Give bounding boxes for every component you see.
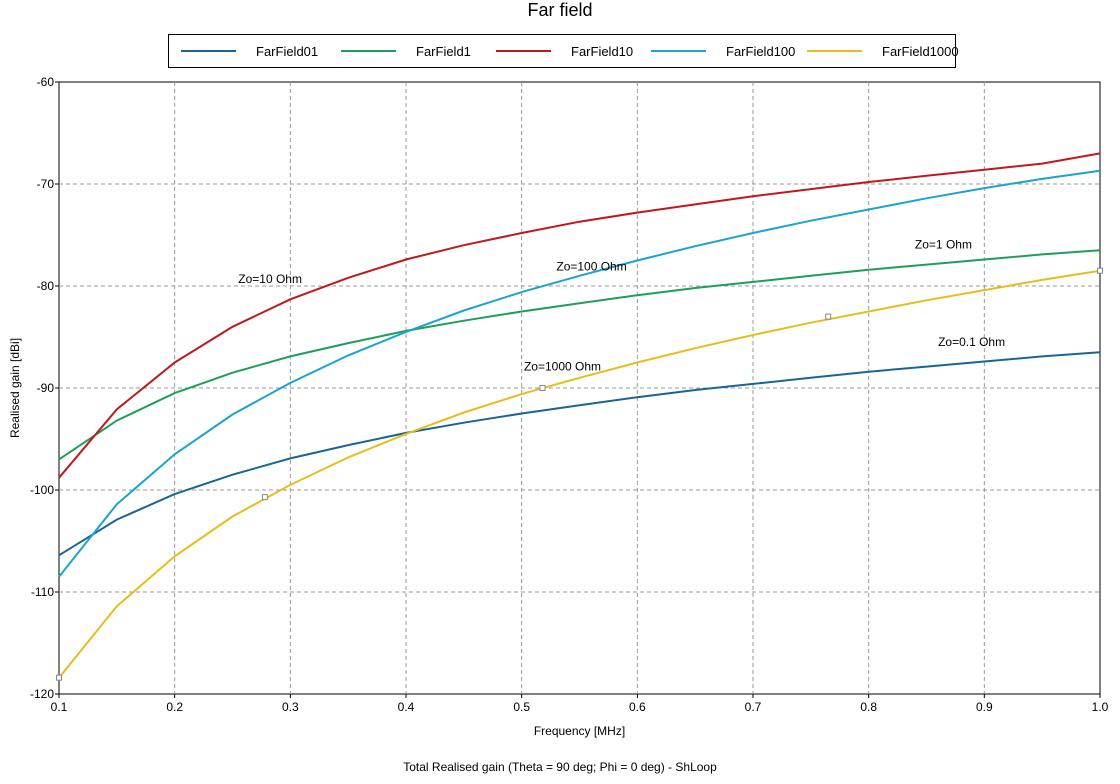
chart-footer-note: Total Realised gain (Theta = 90 deg; Phi… — [403, 760, 717, 774]
y-tick-label: -120 — [30, 687, 54, 701]
data-marker — [825, 313, 832, 320]
y-tick-label: -110 — [31, 585, 54, 599]
legend-item-farfield1000: FarField1000 — [807, 35, 959, 67]
curve-annotation: Zo=1000 Ohm — [524, 360, 601, 374]
legend-swatch — [496, 50, 551, 52]
data-marker — [56, 674, 62, 681]
y-tick-label: -90 — [37, 381, 55, 395]
legend-item-farfield10: FarField10 — [496, 35, 633, 67]
legend-item-farfield100: FarField100 — [651, 35, 795, 67]
curve-annotation: Zo=0.1 Ohm — [938, 335, 1005, 349]
y-tick-label: -80 — [37, 279, 55, 293]
legend-swatch — [651, 50, 706, 52]
legend-item-farfield1: FarField1 — [341, 35, 471, 67]
data-marker — [1097, 267, 1103, 274]
legend-swatch — [341, 50, 396, 52]
x-tick-label: 0.4 — [398, 700, 415, 714]
data-marker — [261, 494, 268, 501]
legend-label: FarField1000 — [882, 43, 959, 59]
legend-label: FarField100 — [726, 43, 796, 59]
curve-annotation: Zo=100 Ohm — [556, 260, 626, 274]
x-tick-label: 0.8 — [860, 700, 877, 714]
data-marker — [539, 385, 546, 391]
legend-swatch — [807, 50, 862, 52]
x-tick-label: 0.7 — [745, 700, 762, 714]
curve-annotation: Zo=10 Ohm — [238, 272, 302, 286]
y-axis-label: Realised gain [dBi] — [8, 338, 22, 438]
x-tick-label: 0.6 — [629, 700, 646, 714]
chart-title: Far field — [527, 0, 593, 20]
y-tick-label: -60 — [37, 75, 55, 89]
series-line-farfield01 — [58, 351, 1101, 557]
legend-label: FarField01 — [256, 43, 319, 59]
x-tick-label: 0.3 — [282, 700, 299, 714]
x-axis-label: Frequency [MHz] — [534, 724, 625, 738]
x-tick-label: 0.1 — [51, 700, 68, 714]
x-tick-label: 0.2 — [166, 700, 183, 714]
x-tick-label: 0.9 — [976, 700, 993, 714]
x-tick-label: 1.0 — [1092, 700, 1109, 714]
series-line-farfield10 — [58, 152, 1101, 479]
legend-swatch — [181, 50, 236, 52]
series-line-farfield1 — [58, 249, 1101, 461]
series-line-farfield100 — [58, 169, 1101, 578]
y-tick-label: -100 — [30, 483, 54, 497]
legend: FarField01 FarField1 FarField10 FarField… — [168, 34, 959, 68]
x-tick-label: 0.5 — [513, 700, 530, 714]
y-tick-label: -70 — [37, 177, 55, 191]
legend-item-farfield01: FarField01 — [181, 35, 318, 67]
legend-label: FarField1 — [416, 43, 471, 59]
series-line-farfield1000 — [58, 269, 1101, 679]
curve-annotation: Zo=1 Ohm — [915, 237, 972, 251]
legend-label: FarField10 — [571, 43, 634, 59]
